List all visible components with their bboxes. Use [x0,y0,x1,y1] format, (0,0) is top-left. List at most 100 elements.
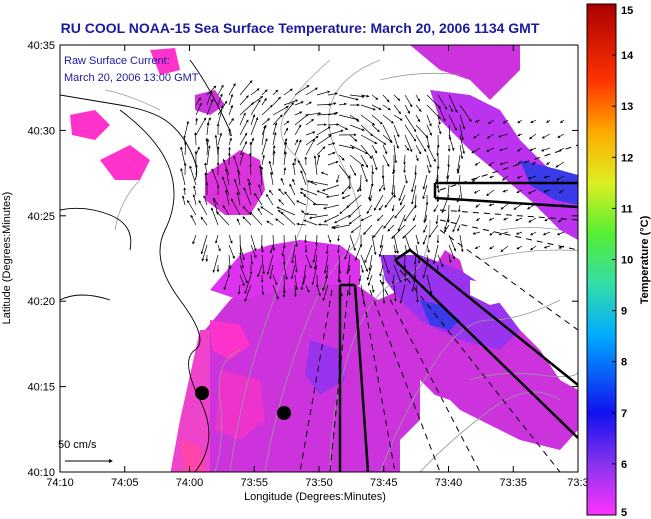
current-vector [393,114,403,121]
current-vector [225,189,230,206]
current-vector [530,245,537,251]
current-vector [217,84,224,96]
current-vector [348,284,351,296]
current-vector [317,223,329,226]
current-vector [296,200,307,206]
current-vector [316,190,329,196]
current-vector [486,147,495,152]
current-vector [294,274,298,291]
current-vector [228,137,232,146]
current-vector [294,124,302,136]
current-vector [437,124,442,135]
current-vector [473,189,481,194]
current-vector [211,207,219,226]
current-vector [242,216,252,226]
colorbar-gradient [586,3,617,516]
current-vector [349,144,369,155]
current-vector [346,194,362,209]
current-vector [558,189,565,193]
current-vector [283,99,299,106]
current-vector [371,144,378,154]
current-vector [249,163,252,176]
current-vector [312,244,318,264]
current-vector [257,207,263,216]
current-vector [276,206,296,216]
current-vector [217,132,223,146]
current-vector [195,97,201,106]
current-vector [261,154,265,166]
current-vector [206,90,213,106]
current-vector [556,231,565,236]
current-vector [180,167,186,186]
current-vector [244,284,252,302]
current-vector [559,119,565,124]
current-vector [195,146,200,156]
current-vector [284,191,296,206]
current-vector [316,134,332,146]
current-vector [217,105,224,126]
current-vector [266,193,274,206]
current-vector [316,154,321,166]
current-vector [435,214,439,225]
current-vector [360,254,368,273]
current-vector [527,175,537,180]
current-vector [476,217,481,221]
current-vector [459,144,464,160]
current-vector [426,124,432,136]
current-vector [349,154,365,167]
current-vector [384,194,395,208]
current-vector [404,124,417,142]
current-vector [250,244,257,259]
current-vector [457,164,461,175]
current-vector [448,94,458,113]
current-vector [305,212,318,216]
current-vector [294,85,310,96]
current-vector [228,128,231,136]
current-vector [437,104,446,122]
current-vector [404,204,417,222]
current-vector [448,254,452,264]
current-vector [195,164,198,176]
current-vector [392,164,395,175]
current-vector [529,147,537,151]
current-vector [457,204,461,213]
current-vector [358,274,362,282]
coastline [60,59,232,472]
current-vector [372,224,384,238]
colorbar-tick-label: 5 [621,507,627,519]
current-vector [404,134,413,153]
current-vector [316,90,331,96]
current-vector [379,264,384,277]
current-vector [360,104,376,111]
current-vector [371,234,377,256]
current-vector [294,139,299,146]
current-vector [215,211,230,226]
current-vector [239,274,245,287]
current-vector [487,119,495,124]
current-vector [368,184,373,201]
current-vector [379,234,384,249]
current-vector [250,88,260,96]
current-vector [283,127,289,136]
current-vector [360,144,373,159]
current-vector [187,199,197,216]
current-vector [261,118,271,126]
current-vector [272,284,279,300]
current-vector [323,254,329,274]
current-vector [371,94,379,100]
current-vector [415,234,420,245]
current-vector [393,124,400,138]
y-tick-label: 40:25 [27,211,55,223]
x-tick-label: 73:45 [370,477,398,489]
current-vector [371,164,375,175]
current-vector [294,114,309,126]
current-vector [503,217,509,221]
colorbar-tick-label: 6 [621,459,627,471]
current-vector [489,175,495,179]
current-vector [346,254,351,275]
current-vector [528,217,537,223]
current-vector [184,141,188,156]
current-vector [516,175,523,179]
current-vector [349,114,360,122]
